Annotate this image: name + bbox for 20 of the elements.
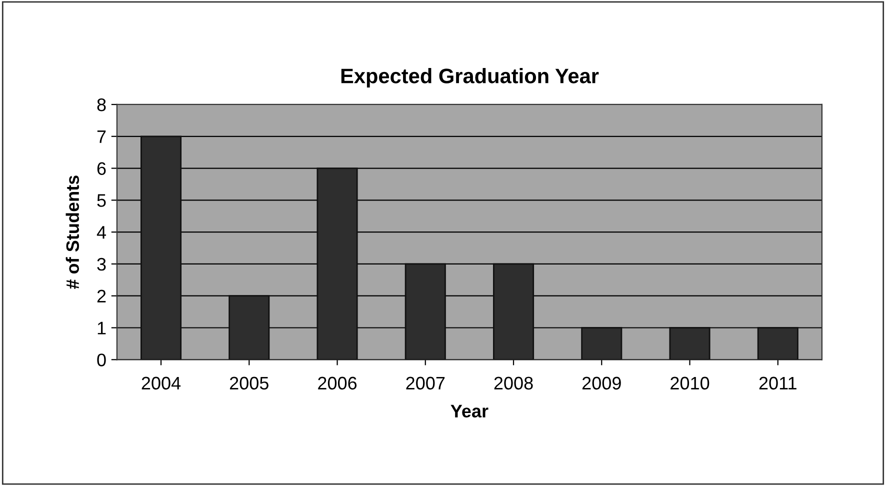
chart-title: Expected Graduation Year: [341, 68, 599, 88]
x-tick-label: 2006: [318, 376, 357, 390]
y-tick-label: 8: [97, 98, 106, 112]
y-tick-label: 5: [97, 194, 106, 207]
x-tick-label: 2008: [494, 376, 533, 390]
x-tick-label: 2011: [759, 376, 796, 390]
y-tick-label: 7: [97, 130, 106, 143]
y-tick-label: 3: [97, 258, 106, 271]
y-tick-label: 0: [97, 354, 106, 366]
y-tick-label: 1: [98, 322, 106, 334]
y-tick-label: 6: [97, 162, 106, 175]
x-tick-label: 2005: [230, 376, 268, 390]
y-tick-label: 2: [97, 290, 106, 302]
x-tick-label: 2009: [582, 376, 621, 390]
x-tick-label: 2010: [670, 376, 710, 390]
y-tick-label: 4: [96, 226, 106, 239]
y-axis-title: # of Students: [66, 176, 80, 289]
x-tick-label: 2004: [142, 376, 181, 390]
x-axis-title: Year: [450, 404, 488, 418]
x-tick-label: 2007: [406, 376, 445, 390]
